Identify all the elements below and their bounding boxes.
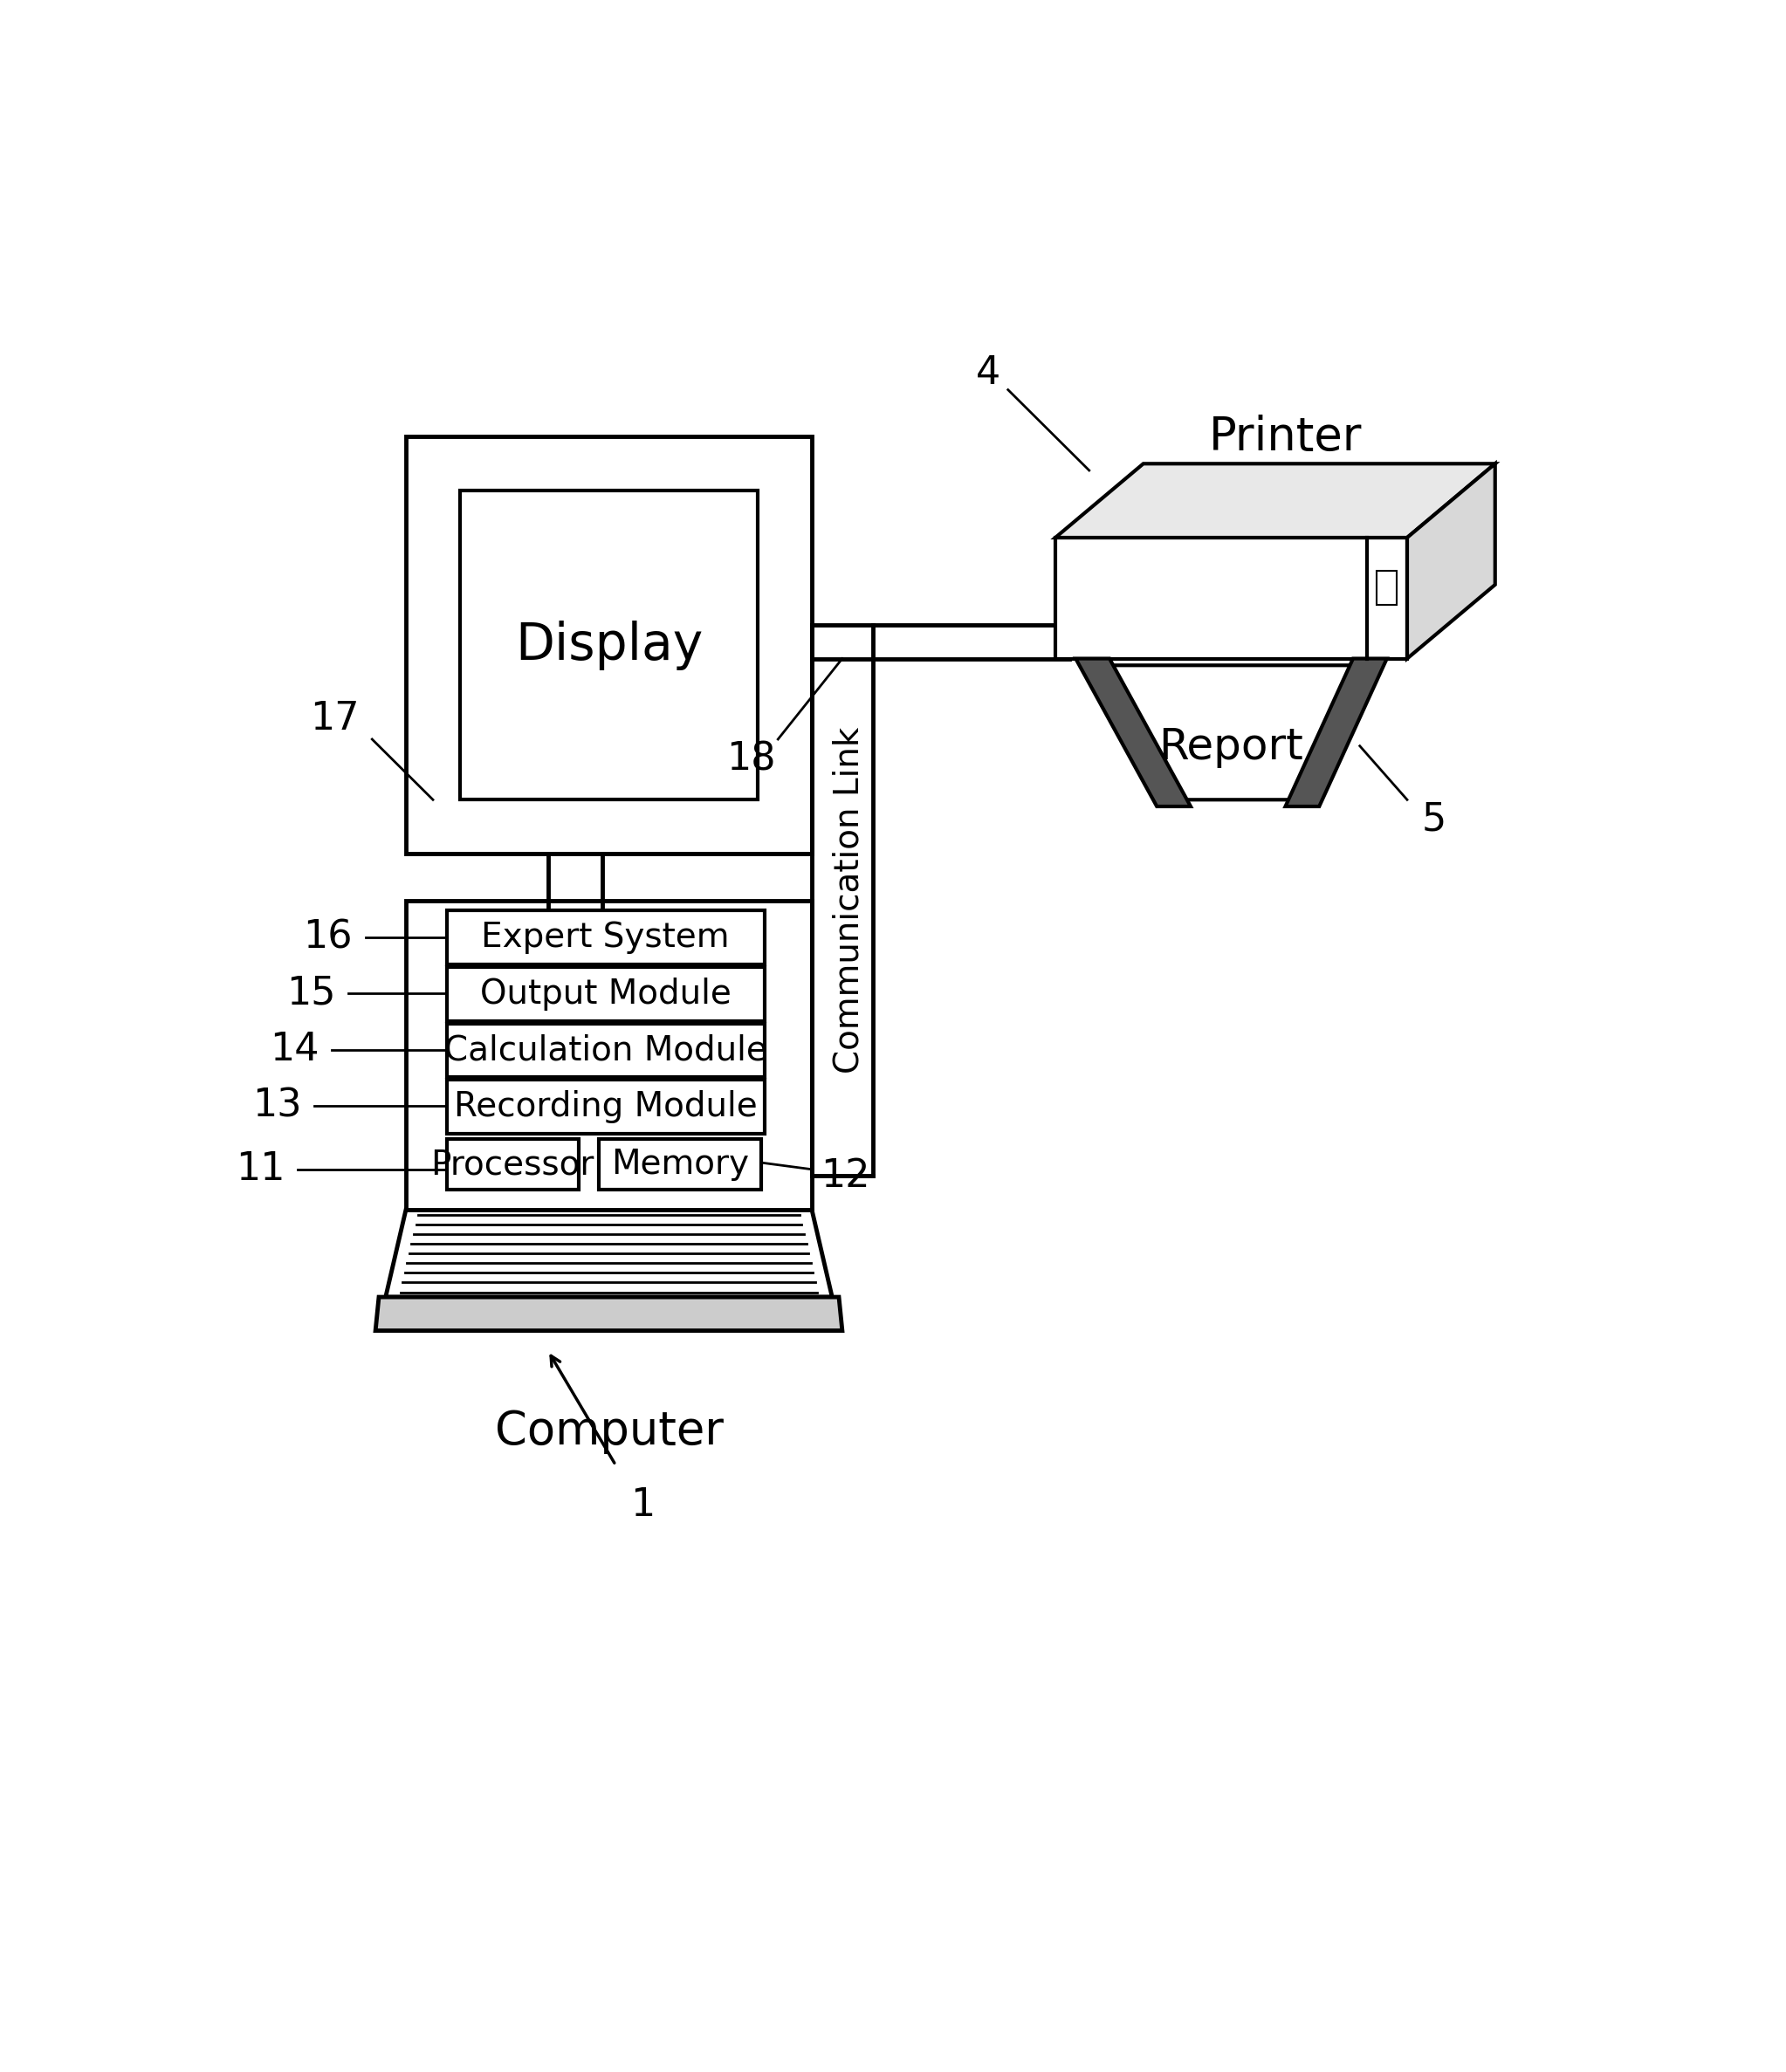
Polygon shape [386,1210,832,1297]
Text: Display: Display [514,620,704,669]
Bar [446,1024,764,1077]
Bar [461,491,757,800]
Bar [1056,537,1407,659]
Text: Expert System: Expert System [480,920,730,953]
Polygon shape [1407,464,1495,659]
Polygon shape [375,1297,843,1330]
Text: 18: 18 [727,740,775,779]
Text: Output Module: Output Module [480,978,730,1011]
Text: Report: Report [1159,727,1304,769]
Text: 14: 14 [270,1032,320,1069]
Text: Recording Module: Recording Module [454,1090,757,1123]
Text: Communication Link: Communication Link [832,727,866,1073]
Text: 13: 13 [252,1086,302,1125]
Polygon shape [1286,659,1388,806]
Text: Calculation Module: Calculation Module [445,1034,766,1067]
Text: Memory: Memory [611,1148,748,1181]
Text: 17: 17 [311,700,359,738]
Text: Printer: Printer [1209,414,1363,460]
Text: 5: 5 [1422,802,1447,839]
Text: 1: 1 [630,1486,655,1525]
Text: 11: 11 [236,1150,286,1187]
Polygon shape [1056,464,1495,537]
Bar [446,1140,579,1189]
Polygon shape [1109,665,1354,800]
Bar [446,1080,764,1133]
Bar [405,901,813,1210]
Polygon shape [1075,659,1191,806]
Bar [446,910,764,963]
Bar [598,1140,761,1189]
Text: Computer: Computer [495,1409,723,1455]
Text: 16: 16 [304,918,354,957]
Text: 15: 15 [286,974,336,1011]
Bar [1377,572,1397,605]
Text: 12: 12 [822,1158,870,1196]
Text: Processor: Processor [430,1148,595,1181]
Bar [405,437,813,854]
Bar [446,968,764,1021]
Text: 4: 4 [975,354,1000,392]
